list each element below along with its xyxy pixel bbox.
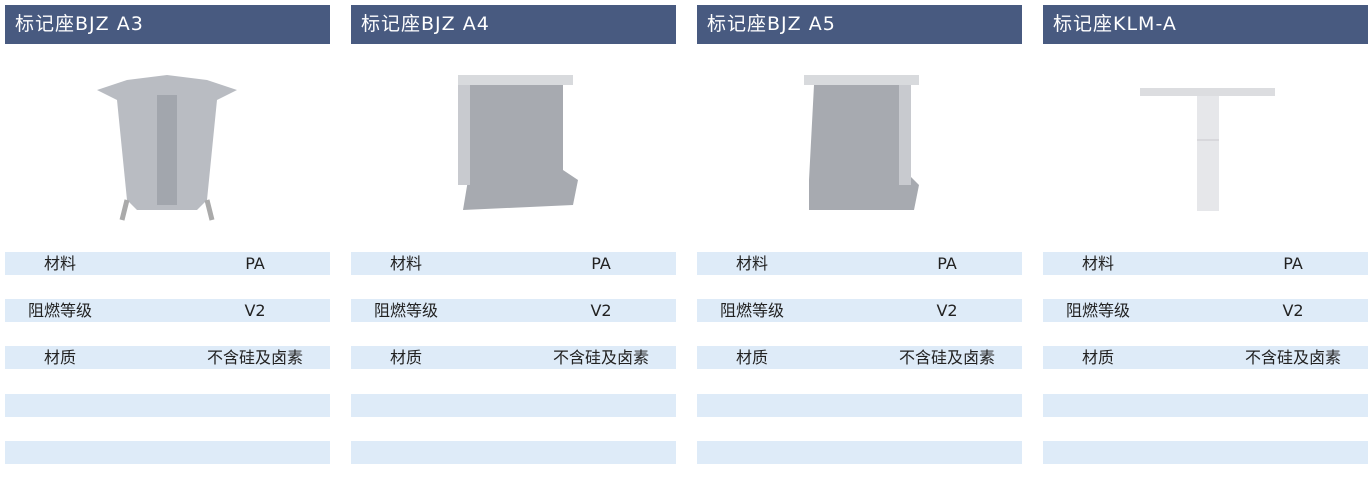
- spec-row: 阻燃等级 V2: [5, 299, 330, 322]
- spec-row: 材质 不含硅及卤素: [351, 346, 676, 369]
- spec-label: 材质: [735, 348, 769, 367]
- spec-row: 材料 PA: [5, 252, 330, 275]
- card-title: 标记座BJZ A4: [351, 5, 676, 44]
- spec-row: [351, 394, 676, 417]
- spec-row: [1043, 394, 1368, 417]
- card-title: 标记座KLM-A: [1043, 5, 1368, 44]
- spec-row: 材料 PA: [351, 252, 676, 275]
- spec-label: 材料: [43, 254, 77, 273]
- spec-row: 阻燃等级 V2: [697, 299, 1022, 322]
- spec-row: [5, 394, 330, 417]
- spec-label: 阻燃等级: [719, 301, 785, 320]
- spec-value: PA: [1283, 254, 1303, 273]
- spec-value: V2: [936, 301, 958, 320]
- product-image: [458, 75, 578, 210]
- spec-row: 阻燃等级 V2: [1043, 299, 1368, 322]
- spec-row: [697, 441, 1022, 464]
- spec-row: 阻燃等级 V2: [351, 299, 676, 322]
- spec-value: V2: [1282, 301, 1304, 320]
- spec-value: PA: [937, 254, 957, 273]
- spec-label: 材质: [389, 348, 423, 367]
- spec-row: [1043, 441, 1368, 464]
- spec-value: 不含硅及卤素: [552, 348, 650, 367]
- spec-value: PA: [245, 254, 265, 273]
- spec-label: 材质: [1081, 348, 1115, 367]
- card-title: 标记座BJZ A5: [697, 5, 1022, 44]
- product-image: [804, 75, 919, 210]
- spec-label: 材料: [389, 254, 423, 273]
- product-image: [1140, 88, 1275, 211]
- card-title: 标记座BJZ A3: [5, 5, 330, 44]
- spec-label: 阻燃等级: [1065, 301, 1131, 320]
- spec-value: 不含硅及卤素: [898, 348, 996, 367]
- spec-value: V2: [590, 301, 612, 320]
- spec-row: [351, 441, 676, 464]
- spec-row: 材质 不含硅及卤素: [5, 346, 330, 369]
- spec-label: 材料: [735, 254, 769, 273]
- spec-label: 阻燃等级: [27, 301, 93, 320]
- spec-row: 材料 PA: [697, 252, 1022, 275]
- spec-row: 材料 PA: [1043, 252, 1368, 275]
- product-card: 标记座BJZ A4 材料 PA 阻燃等级 V2 材质 不含硅及卤素: [351, 5, 676, 470]
- spec-row: 材质 不含硅及卤素: [697, 346, 1022, 369]
- spec-value: PA: [591, 254, 611, 273]
- spec-row: [5, 441, 330, 464]
- spec-label: 材料: [1081, 254, 1115, 273]
- product-card: 标记座BJZ A3 材料 PA 阻燃等级 V2 材质 不含硅及卤素: [5, 5, 330, 470]
- spec-value: V2: [244, 301, 266, 320]
- product-card: 标记座BJZ A5 材料 PA 阻燃等级 V2 材质 不含硅及卤素: [697, 5, 1022, 470]
- spec-label: 阻燃等级: [373, 301, 439, 320]
- spec-value: 不含硅及卤素: [206, 348, 304, 367]
- spec-value: 不含硅及卤素: [1244, 348, 1342, 367]
- spec-row: [697, 394, 1022, 417]
- spec-label: 材质: [43, 348, 77, 367]
- product-card: 标记座KLM-A 材料 PA 阻燃等级 V2 材质 不含硅及卤素: [1043, 5, 1368, 470]
- product-image: [97, 75, 237, 221]
- spec-row: 材质 不含硅及卤素: [1043, 346, 1368, 369]
